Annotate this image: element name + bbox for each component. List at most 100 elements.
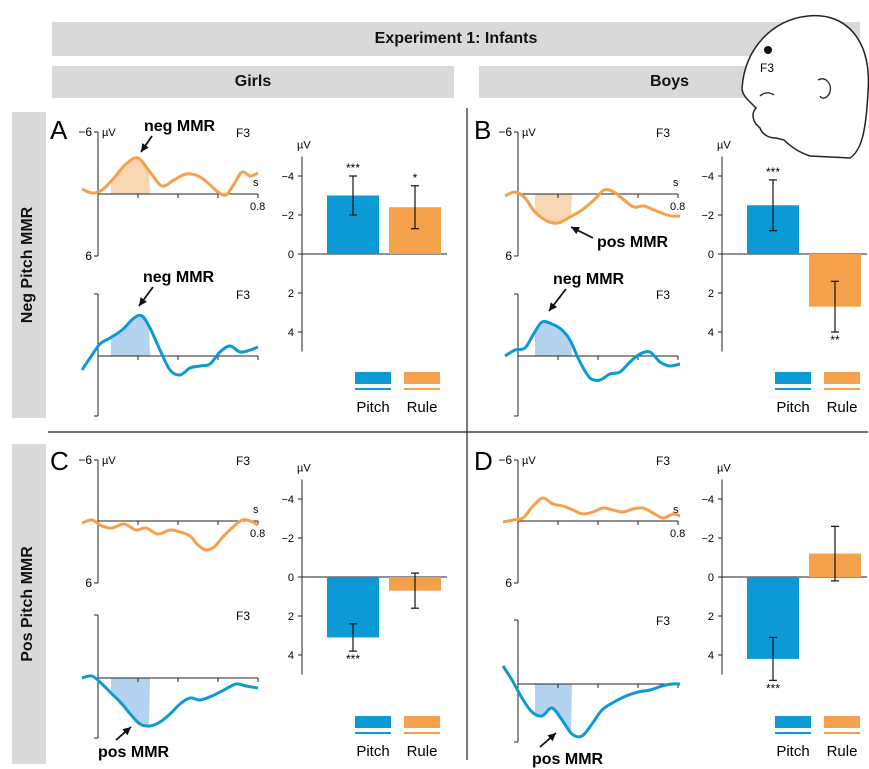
bar-tick-label: −2 bbox=[281, 210, 294, 222]
annotation-arrow-head bbox=[549, 302, 558, 311]
legend-swatch-pitch bbox=[775, 716, 811, 728]
bar-unit-label: µV bbox=[717, 463, 731, 475]
mmr-shaded-window bbox=[535, 194, 572, 223]
bar-tick-label: 4 bbox=[288, 327, 294, 339]
mmr-annotation: neg MMR bbox=[144, 118, 216, 135]
legend-label-rule: Rule bbox=[827, 743, 858, 760]
bar-tick-label: 4 bbox=[708, 650, 714, 662]
legend-label-pitch: Pitch bbox=[356, 743, 389, 760]
erp-electrode-label: F3 bbox=[656, 126, 670, 140]
legend-swatch-pitch bbox=[355, 372, 391, 384]
bar-tick-label: −4 bbox=[701, 171, 714, 183]
erp-x-end-label: 0.8 bbox=[670, 201, 685, 213]
erp-y-bottom-label: 6 bbox=[85, 576, 92, 590]
mmr-annotation: pos MMR bbox=[532, 751, 604, 768]
panel-letter-a: A bbox=[50, 115, 68, 145]
erp-y-bottom-label: 6 bbox=[505, 576, 512, 590]
erp-waveform bbox=[501, 665, 681, 739]
erp-plot-3: F3 neg MMR bbox=[504, 271, 681, 417]
bar-tick-label: −4 bbox=[281, 494, 294, 506]
legend-label-rule: Rule bbox=[827, 399, 858, 416]
bar-unit-label: µV bbox=[717, 140, 731, 152]
row-band-neg bbox=[12, 112, 46, 418]
erp-plot-1: F3 neg MMR bbox=[80, 269, 259, 417]
erp-electrode-label: F3 bbox=[236, 609, 250, 623]
erp-electrode-label: F3 bbox=[236, 126, 250, 140]
legend-swatch-rule bbox=[404, 372, 440, 384]
erp-waveform bbox=[504, 319, 681, 382]
bar-tick-label: 0 bbox=[708, 249, 714, 261]
erp-electrode-label: F3 bbox=[236, 288, 250, 302]
legend-label-rule: Rule bbox=[407, 399, 438, 416]
bar-panel-c: µV −4 −2 0 2 4 *** Pitch Rule bbox=[281, 463, 447, 760]
erp-y-bottom-label: 6 bbox=[85, 249, 92, 263]
significance-marker: * bbox=[413, 171, 418, 185]
column-header-girls: Girls bbox=[52, 66, 454, 98]
bar-tick-label: −2 bbox=[701, 210, 714, 222]
mmr-shaded-window bbox=[111, 316, 150, 356]
legend-swatch-rule bbox=[824, 372, 860, 384]
bar-tick-label: 4 bbox=[288, 650, 294, 662]
legend: Pitch Rule bbox=[775, 716, 860, 760]
erp-time-unit-label: s bbox=[673, 504, 679, 516]
erp-plot-2: F3 −6 µV 6 s 0.8 pos MMR bbox=[498, 125, 685, 263]
erp-electrode-label: F3 bbox=[656, 288, 670, 302]
erp-time-unit-label: s bbox=[673, 177, 679, 189]
erp-plot-4: F3 −6 µV 6 s 0.8 bbox=[78, 453, 265, 590]
legend-swatch-rule bbox=[404, 716, 440, 728]
erp-waveform bbox=[504, 188, 681, 225]
erp-electrode-label: F3 bbox=[236, 454, 250, 468]
erp-waveform bbox=[81, 518, 259, 552]
mmr-annotation: pos MMR bbox=[98, 744, 170, 761]
legend-swatch-rule bbox=[824, 716, 860, 728]
legend: Pitch Rule bbox=[775, 372, 860, 416]
annotation-arrow-head bbox=[141, 143, 149, 152]
annotation-arrow-head bbox=[139, 297, 147, 306]
erp-electrode-label: F3 bbox=[656, 614, 670, 628]
erp-y-top-label: −6 bbox=[78, 453, 92, 467]
erp-y-top-label: −6 bbox=[498, 453, 512, 467]
electrode-dot bbox=[764, 46, 772, 54]
bar-tick-label: 2 bbox=[708, 611, 714, 623]
erp-plot-7: F3 pos MMR bbox=[501, 614, 681, 768]
significance-marker: ** bbox=[830, 333, 840, 347]
annotation-arrow-head bbox=[571, 227, 580, 235]
bar-tick-label: −4 bbox=[281, 171, 294, 183]
mmr-shaded-window bbox=[111, 678, 150, 726]
legend-swatch-pitch bbox=[775, 372, 811, 384]
bar-unit-label: µV bbox=[297, 463, 311, 475]
erp-unit-label: µV bbox=[102, 127, 116, 139]
erp-plot-0: F3 −6 µV 6 s 0.8 neg MMR bbox=[78, 118, 265, 263]
mmr-annotation: neg MMR bbox=[553, 271, 625, 288]
erp-unit-label: µV bbox=[522, 127, 536, 139]
erp-plot-5: F3 pos MMR bbox=[81, 609, 259, 761]
mmr-annotation: pos MMR bbox=[597, 234, 669, 251]
bar-tick-label: 2 bbox=[288, 611, 294, 623]
panel-letter-b: B bbox=[474, 115, 491, 145]
erp-x-end-label: 0.8 bbox=[250, 528, 265, 540]
bar-tick-label: 0 bbox=[708, 572, 714, 584]
bar-tick-label: −2 bbox=[281, 533, 294, 545]
panel-letter-d: D bbox=[474, 446, 493, 476]
erp-y-bottom-label: 6 bbox=[505, 249, 512, 263]
significance-marker: *** bbox=[346, 161, 360, 175]
erp-unit-label: µV bbox=[102, 455, 116, 467]
head-electrode-label: F3 bbox=[760, 61, 774, 75]
annotation-arrow-head bbox=[547, 733, 556, 742]
significance-marker: *** bbox=[766, 681, 780, 695]
bar-tick-label: 2 bbox=[708, 288, 714, 300]
erp-electrode-label: F3 bbox=[656, 454, 670, 468]
legend: Pitch Rule bbox=[355, 372, 440, 416]
erp-y-top-label: −6 bbox=[78, 125, 92, 139]
legend-label-rule: Rule bbox=[407, 743, 438, 760]
head-illustration bbox=[741, 14, 869, 159]
significance-marker: *** bbox=[346, 652, 360, 666]
erp-waveforms: F3 −6 µV 6 s 0.8 neg MMR F3 neg MMR F3 −6 µV 6 s 0.8 po… bbox=[78, 118, 685, 768]
mmr-shaded-window bbox=[111, 158, 150, 194]
bar-tick-label: 0 bbox=[288, 249, 294, 261]
significance-marker: *** bbox=[766, 165, 780, 179]
